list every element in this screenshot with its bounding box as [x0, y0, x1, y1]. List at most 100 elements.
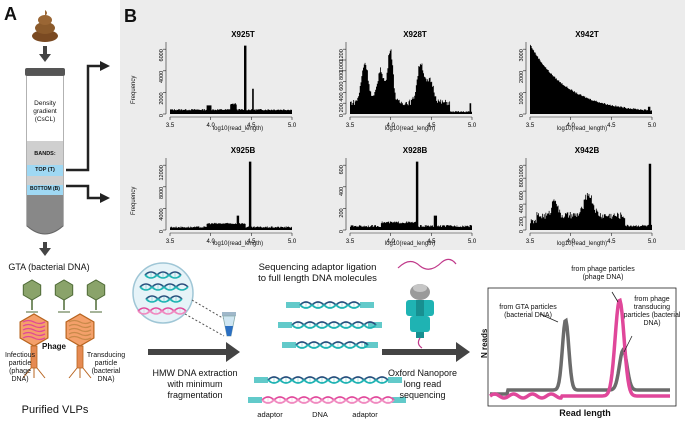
- ylabel-1: Frequency: [131, 75, 137, 104]
- hist-xtick-label-3-2: 4.5: [247, 239, 256, 245]
- hist-ytick-label-1-0: 0: [339, 114, 345, 117]
- wf-helix-2: [295, 341, 369, 349]
- nanopore-icon: [397, 258, 457, 349]
- hist-ytick-label-4-3: 600: [339, 165, 345, 174]
- xlabel-6: log10(read_length): [556, 241, 608, 247]
- hist-bars-1: [350, 49, 472, 114]
- hist-ytick-label-4-0: 0: [339, 230, 345, 233]
- hist-xtick-label-0-3: 5.0: [288, 123, 297, 129]
- wf-helix-1: [291, 321, 377, 329]
- xlabel-1: log10(read_length): [212, 126, 264, 132]
- purified-label: Purified VLPs: [21, 404, 89, 416]
- hist-title-x942b: X942B: [574, 146, 600, 155]
- result-bacterial-curve: [490, 317, 670, 396]
- bottom-band-label: BOTTOM (B): [30, 186, 60, 192]
- phage-arrow: [611, 291, 619, 303]
- small-tube-icon: [222, 312, 236, 337]
- tube-icon: [25, 68, 65, 235]
- hist-ytick-label-0-3: 6000: [159, 49, 165, 61]
- hist-title-x928b: X928B: [402, 146, 428, 155]
- panel-a-letter: A: [4, 4, 17, 24]
- circle-helix-2: [145, 295, 183, 303]
- adaptor-right-label: adaptor: [352, 410, 378, 419]
- circle-helix-3: [137, 307, 187, 315]
- phage-annotation: from phage particles (phage DNA): [571, 266, 635, 281]
- adaptor-left-label: adaptor: [257, 410, 283, 419]
- hist-xtick-label-0-1: 4.0: [206, 123, 215, 129]
- hist-xtick-label-1-3: 5.0: [468, 123, 477, 129]
- hist-ytick-label-1-4: 800: [339, 71, 345, 80]
- gta-arrow: [539, 313, 559, 323]
- adaptor-left-0: [286, 302, 300, 308]
- xlabel-5: log10(read_length): [384, 241, 436, 247]
- histogram-panel: B 3.5 4.0 4.5 5.0 0 2000 4000 6000 3.5 4.0 4.5 5.0 0…: [120, 0, 685, 250]
- adaptor-right-0: [360, 302, 374, 308]
- hist-bars-2: [530, 44, 652, 114]
- arrow-right-icon-2: [382, 342, 470, 362]
- hist-ytick-label-1-2: 400: [339, 92, 345, 101]
- phage-dna-0-4: [22, 335, 46, 341]
- result-xlabel: Read length: [559, 408, 611, 418]
- adaptor-left-4: [248, 397, 262, 403]
- phage-dna-0-0: [22, 319, 46, 325]
- circle-dna-strands: [137, 271, 189, 315]
- hist-xtick-label-1-0: 3.5: [346, 123, 355, 129]
- hist-xtick-label-0-2: 4.5: [247, 123, 256, 129]
- result-phage-curve: [489, 297, 670, 400]
- phage-particles: [19, 313, 95, 379]
- hist-ytick-label-3-0: 0: [159, 230, 165, 233]
- hist-bars-3: [170, 161, 292, 230]
- hist-ytick-label-5-4: 800: [519, 178, 525, 187]
- arrow-down-icon: [39, 46, 51, 62]
- phage-dna-0-2: [22, 327, 46, 333]
- top-band-label: TOP (T): [35, 167, 55, 173]
- gta-particle-1: [54, 279, 74, 301]
- hist-ytick-label-2-1: 1000: [519, 92, 525, 104]
- hist-ytick-label-3-1: 4000: [159, 208, 165, 220]
- transducing-annotation: from phage transducing particles (bacter…: [623, 296, 681, 327]
- hmw-label: HMW DNA extraction with minimum fragment…: [152, 368, 238, 400]
- result-frame: [487, 287, 677, 407]
- hist-ytick-label-5-5: 1000: [519, 165, 525, 177]
- phage-dna-1-0: [68, 319, 92, 325]
- hist-ytick-label-1-6: 1200: [339, 49, 345, 61]
- circle-helix-0: [144, 271, 182, 279]
- panel-b-letter: B: [124, 6, 137, 26]
- hist-title-x942t: X942T: [575, 30, 599, 39]
- hist-ytick-label-1-1: 200: [339, 103, 345, 112]
- xlabel-2: log10(read_length): [384, 126, 436, 132]
- wf-helix-0: [299, 301, 361, 309]
- infectious-label: Infectious particle (phage DNA): [5, 352, 35, 383]
- hist-xtick-label-3-1: 4.0: [206, 239, 215, 245]
- hist-title-x925b: X925B: [230, 146, 256, 155]
- phage-legs-0: [22, 367, 46, 379]
- gta-label: GTA (bacterial DNA): [8, 262, 90, 272]
- adaptor-left-3: [254, 377, 268, 383]
- gta-annotation: from GTA particles (bacterial DNA): [499, 304, 557, 319]
- phage-tail-1: [76, 345, 84, 369]
- hist-xtick-label-2-3: 5.0: [648, 123, 657, 129]
- hist-xtick-label-4-1: 4.0: [386, 239, 395, 245]
- hist-ytick-label-0-0: 0: [159, 114, 165, 117]
- hist-xtick-label-5-1: 4.0: [566, 239, 575, 245]
- ligation-label: Sequencing adaptor ligation to full leng…: [258, 262, 377, 284]
- hist-ytick-label-2-2: 2000: [519, 71, 525, 83]
- phage-dna-0-3: [22, 331, 46, 337]
- xlabel-4: log10(read_length): [212, 241, 264, 247]
- hist-xtick-label-5-3: 5.0: [648, 239, 657, 245]
- hist-title-x925t: X925T: [231, 30, 255, 39]
- circle-helix-1: [139, 283, 189, 291]
- nanopore-label: Oxford Nanopore long read sequencing: [387, 368, 458, 400]
- hist-xtick-label-3-0: 3.5: [166, 239, 175, 245]
- hist-xtick-label-3-3: 5.0: [288, 239, 297, 245]
- hist-xtick-label-4-3: 5.0: [468, 239, 477, 245]
- ylabel-2: Frequency: [131, 186, 137, 215]
- hist-title-x928t: X928T: [403, 30, 427, 39]
- arrow-to-top-hist: [66, 61, 110, 172]
- hist-ytick-label-2-0: 0: [519, 114, 525, 117]
- hist-xtick-label-1-2: 4.5: [427, 123, 436, 129]
- wf-helix-3: [267, 376, 389, 384]
- panel-a-svg: [19, 10, 110, 379]
- result-ylabel: N reads: [480, 328, 489, 358]
